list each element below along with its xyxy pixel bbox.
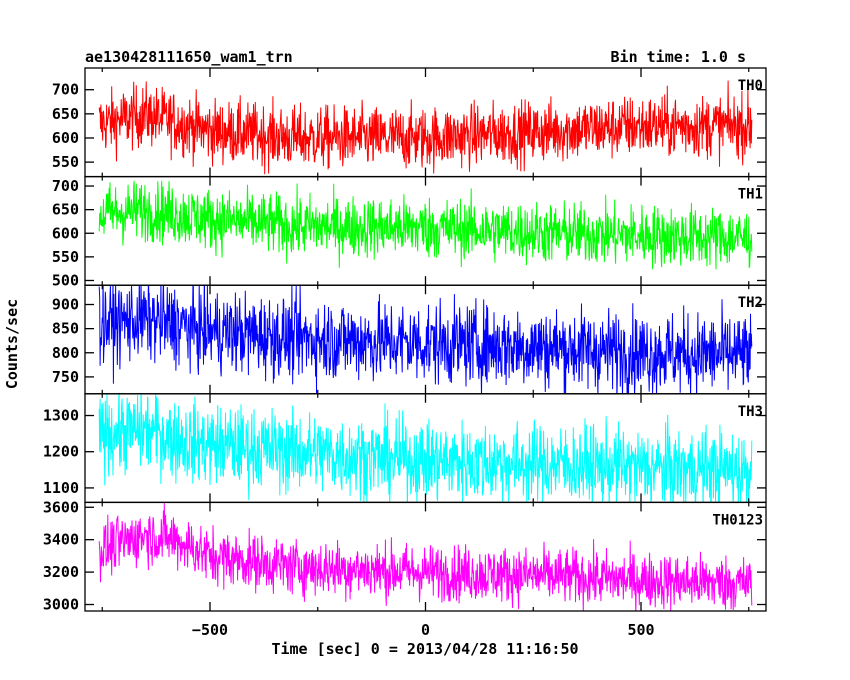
panel-th2: 750 800 850 900 TH2 <box>52 284 767 395</box>
y-tick-label: 3600 <box>43 498 79 516</box>
panel-th0: 550 600 650 700 TH0 <box>52 67 767 178</box>
panel-th3: 1100 1200 1300 TH3 <box>43 393 767 504</box>
panel-th1: 500 550 600 650 700 TH1 <box>52 175 767 289</box>
y-tick-label: 1100 <box>43 479 79 497</box>
y-tick-label: 650 <box>52 105 79 123</box>
y-tick-label: 750 <box>52 368 79 386</box>
panel-name-th2: TH2 <box>738 295 763 311</box>
y-tick-label: 1200 <box>43 443 79 461</box>
y-tick-label: 3400 <box>43 531 79 549</box>
y-tick-label: 850 <box>52 320 79 338</box>
panel-name-th0123: TH0123 <box>712 512 763 528</box>
y-tick-label: 700 <box>52 81 79 99</box>
chart-title: ae130428111650_wam1_trn <box>85 48 293 66</box>
y-tick-label: 650 <box>52 201 79 219</box>
panels: 550 600 650 700 TH0 500 550 600 650 700 TH1 750 800 8… <box>43 67 767 614</box>
x-axis-label: Time [sec] 0 = 2013/04/28 11:16:50 <box>271 640 578 658</box>
y-tick-label: 3000 <box>43 596 79 614</box>
y-tick-label: 600 <box>52 224 79 242</box>
y-tick-label: 3200 <box>43 563 79 581</box>
panel-name-th1: TH1 <box>738 187 763 203</box>
x-tick-label: 0 <box>421 621 430 639</box>
panel-name-th3: TH3 <box>738 404 763 420</box>
bin-time-label: Bin time: 1.0 s <box>611 48 746 66</box>
y-tick-label: 550 <box>52 153 79 171</box>
x-tick-label: 500 <box>627 621 654 639</box>
panel-name-th0: TH0 <box>738 78 763 94</box>
series-line-th0123 <box>98 503 753 611</box>
y-axis-label: Counts/sec <box>3 299 21 389</box>
y-tick-label: 700 <box>52 177 79 195</box>
series-line-th2 <box>98 285 753 394</box>
y-tick-label: 500 <box>52 271 79 289</box>
panel-th0123: 3000 3200 3400 3600 TH0123 <box>43 498 767 614</box>
series-line-th1 <box>98 180 753 270</box>
y-tick-label: 1300 <box>43 407 79 425</box>
x-axis: −500 0 500 <box>192 621 655 639</box>
series-line-th3 <box>98 393 753 503</box>
y-tick-label: 900 <box>52 296 79 314</box>
y-tick-label: 800 <box>52 344 79 362</box>
y-tick-label: 550 <box>52 248 79 266</box>
x-tick-label: −500 <box>192 621 228 639</box>
y-tick-label: 600 <box>52 129 79 147</box>
series-line-th0 <box>98 80 753 175</box>
